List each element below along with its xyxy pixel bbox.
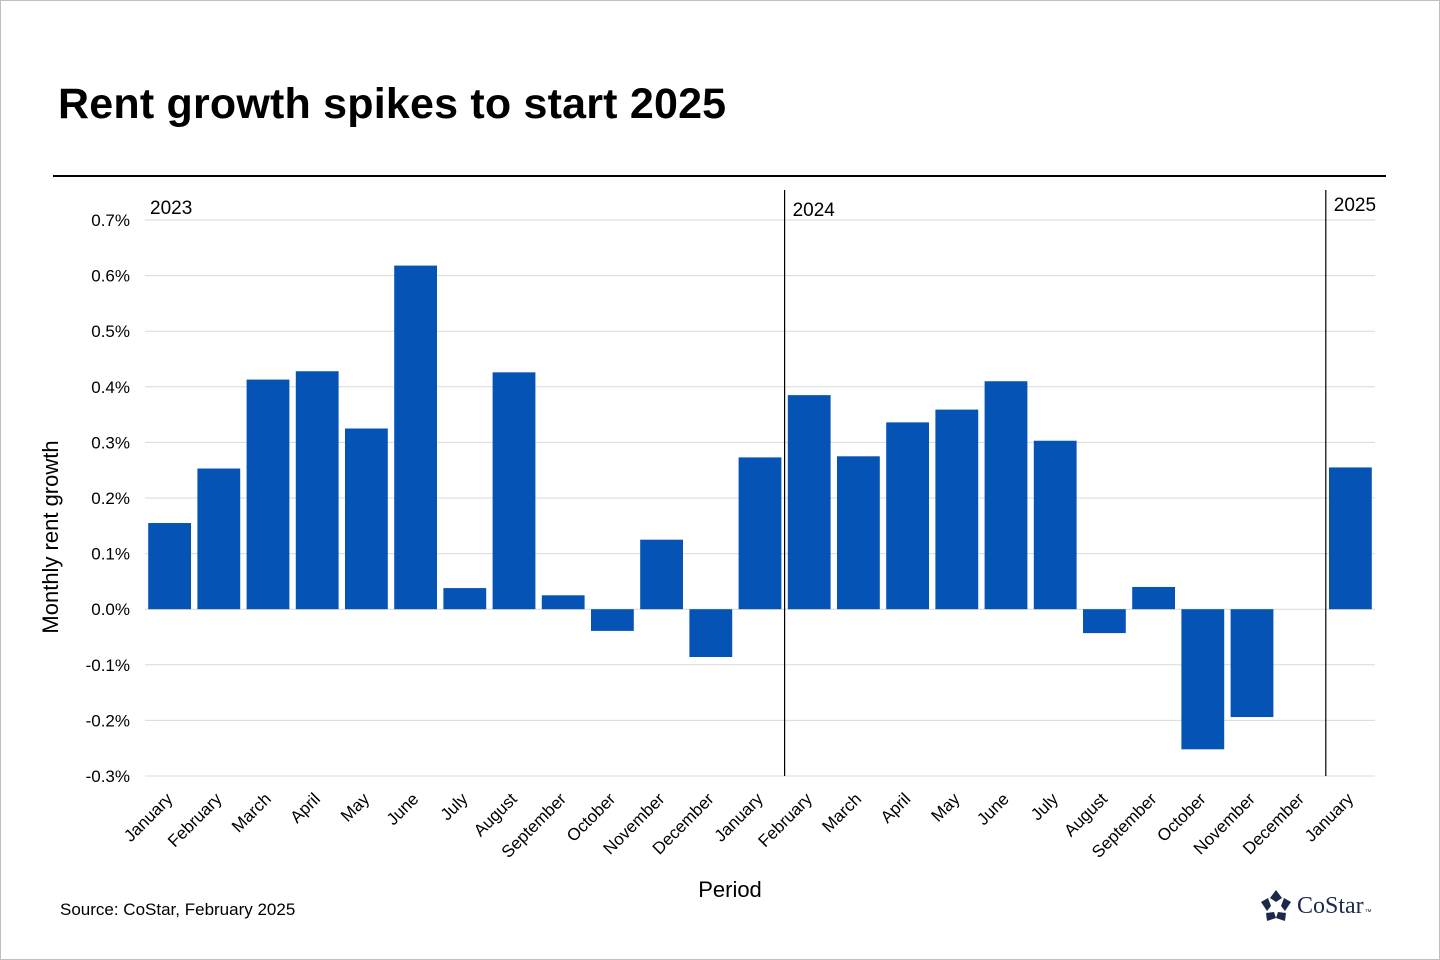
y-tick-label: -0.1% <box>86 656 130 675</box>
bar <box>738 457 782 610</box>
year-label: 2024 <box>793 200 836 221</box>
bar <box>689 609 733 658</box>
title-rule <box>53 175 1386 177</box>
y-tick-label: -0.3% <box>86 767 130 786</box>
chart-title: Rent growth spikes to start 2025 <box>58 80 727 128</box>
x-tick-label: February <box>164 789 226 851</box>
x-tick-label: January <box>1301 789 1358 846</box>
x-tick-label: May <box>927 789 963 825</box>
bar <box>1132 586 1176 610</box>
x-tick-label: April <box>287 789 324 826</box>
costar-logo-text: CoStar <box>1297 892 1364 919</box>
x-tick-label: May <box>337 789 373 825</box>
bar <box>640 539 684 610</box>
bar <box>344 428 388 610</box>
bar <box>1230 609 1274 718</box>
y-tick-label: 0.2% <box>91 489 130 508</box>
y-tick-label: 0.4% <box>91 378 130 397</box>
bar <box>836 456 880 610</box>
bar <box>394 265 438 610</box>
bar <box>246 379 290 610</box>
y-tick-label: 0.5% <box>91 322 130 341</box>
bar <box>935 409 979 610</box>
bar <box>1181 609 1225 750</box>
x-tick-label: June <box>383 789 423 829</box>
bar <box>787 395 831 610</box>
year-label: 2023 <box>150 198 192 219</box>
x-tick-label: July <box>1027 789 1062 824</box>
x-tick-label: June <box>973 789 1013 829</box>
source-note: Source: CoStar, February 2025 <box>60 900 296 919</box>
x-tick-label: March <box>228 789 275 836</box>
bar <box>295 371 339 610</box>
x-tick-label: July <box>437 789 472 824</box>
bar <box>443 588 487 610</box>
x-tick-label: February <box>754 789 816 851</box>
y-tick-label: 0.3% <box>91 433 130 452</box>
y-tick-label: 0.6% <box>91 267 130 286</box>
bar <box>886 422 930 610</box>
x-axis-title: Period <box>698 877 762 902</box>
bar <box>1033 440 1077 610</box>
y-axis-title: Monthly rent growth <box>38 440 63 633</box>
y-tick-label: -0.2% <box>86 711 130 730</box>
bar <box>197 468 241 610</box>
y-tick-label: 0.1% <box>91 545 130 564</box>
bar <box>148 523 192 610</box>
bar <box>541 595 585 610</box>
year-label: 2025 <box>1334 195 1376 216</box>
y-tick-label: 0.0% <box>91 600 130 619</box>
y-tick-label: 0.7% <box>91 211 130 230</box>
x-tick-label: April <box>877 789 914 826</box>
bar <box>492 372 536 610</box>
bar <box>1328 467 1372 610</box>
x-tick-label: March <box>818 789 865 836</box>
bar <box>590 609 634 631</box>
costar-logo-tm: ™ <box>1364 908 1372 916</box>
bar <box>984 381 1028 610</box>
costar-logo: CoStar ™ <box>1258 888 1372 924</box>
costar-logo-icon <box>1261 890 1291 921</box>
bar <box>1082 609 1126 634</box>
